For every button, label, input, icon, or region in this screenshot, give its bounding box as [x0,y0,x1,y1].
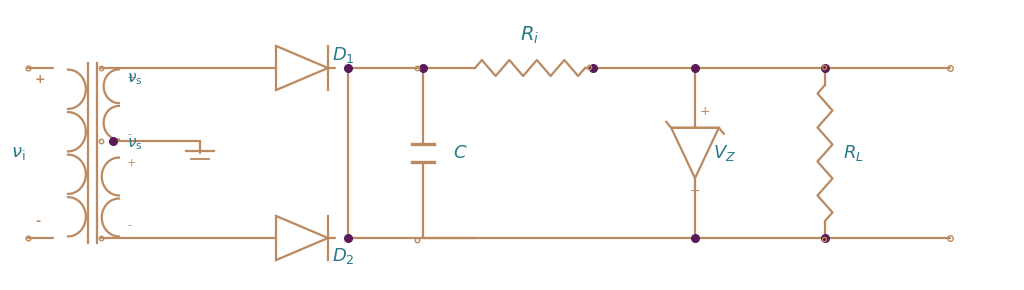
Text: $\nu_{\rm s}$: $\nu_{\rm s}$ [127,71,142,87]
Text: $D_1$: $D_1$ [332,45,354,65]
Text: +: + [35,73,46,86]
Text: $R_i$: $R_i$ [520,25,540,46]
Text: $\nu_{\rm i}$: $\nu_{\rm i}$ [10,144,26,162]
Text: +: + [127,158,136,168]
Text: −: − [690,185,700,198]
Text: -: - [127,220,131,230]
Text: $\nu_{\rm s}$: $\nu_{\rm s}$ [127,136,142,152]
Text: +: + [127,73,136,83]
Text: +: + [700,105,711,118]
Text: -: - [35,215,40,228]
Text: $V_Z$: $V_Z$ [713,143,736,163]
Text: $D_2$: $D_2$ [332,246,354,266]
Text: $C$: $C$ [453,144,468,162]
Text: $R_L$: $R_L$ [843,143,864,163]
Text: -: - [127,129,131,139]
